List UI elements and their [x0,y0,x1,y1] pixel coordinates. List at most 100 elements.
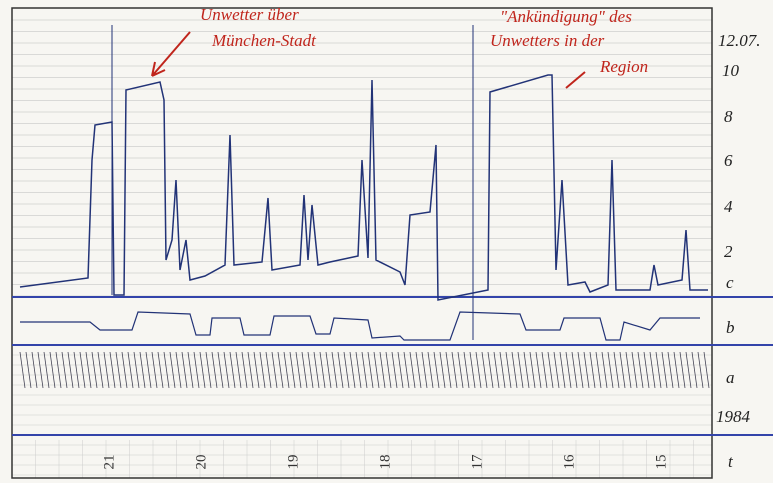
annotation-arrow [151,31,191,77]
hour-label: 21 [101,455,117,470]
trace-a-stroke [493,351,500,389]
channel-label: b [726,318,735,337]
trace-a-stroke [403,351,410,389]
trace-a-stroke [661,351,668,389]
trace-a-stroke [283,351,290,389]
trace-a-stroke [553,351,560,389]
trace-a-stroke [145,351,152,389]
trace-a-stroke [379,351,386,389]
trace-a-stroke [265,351,272,389]
scale-label: 10 [722,61,740,80]
trace-a-stroke [97,351,104,389]
trace-a-stroke [247,351,254,389]
trace-a-stroke [427,351,434,389]
trace-a-stroke [175,351,182,389]
trace-a-stroke [421,351,428,389]
trace-a-stroke [697,351,704,389]
trace-a-stroke [649,351,656,389]
trace-a-stroke [583,351,590,389]
trace-a-stroke [457,351,464,389]
hour-label: 20 [193,455,209,470]
scale-label: 6 [724,151,733,170]
trace-a-stroke [433,351,440,389]
trace-a-stroke [91,351,98,389]
trace-a-stroke [499,351,506,389]
channel-label: a [726,368,735,387]
year-label: 1984 [716,407,751,426]
trace-a [19,351,710,389]
trace-a-stroke [673,351,680,389]
trace-a-stroke [703,351,710,389]
trace-a-stroke [529,351,536,389]
trace-a-stroke [607,351,614,389]
trace-a-stroke [355,351,362,389]
annotation: Unwetters in der [490,31,605,50]
trace-a-stroke [505,351,512,389]
trace-a-stroke [463,351,470,389]
trace-a-stroke [271,351,278,389]
trace-a-stroke [187,351,194,389]
trace-a-stroke [211,351,218,389]
trace-a-stroke [151,351,158,389]
trace-a-stroke [631,351,638,389]
trace-a-stroke [523,351,530,389]
trace-a-stroke [235,351,242,389]
trace-a-stroke [445,351,452,389]
trace-a-stroke [667,351,674,389]
trace-a-stroke [181,351,188,389]
trace-a-stroke [565,351,572,389]
trace-a-stroke [313,351,320,389]
date-label: 12.07. [718,31,761,50]
trace-a-stroke [103,351,110,389]
trace-a-stroke [31,351,38,389]
trace-a-stroke [139,351,146,389]
trace-a-stroke [163,351,170,389]
time-axis-label: t [728,452,734,471]
annotation: München-Stadt [211,31,317,50]
trace-a-stroke [409,351,416,389]
scale-label: 8 [724,107,733,126]
trace-a-stroke [19,351,26,389]
trace-a-stroke [571,351,578,389]
trace-a-stroke [487,351,494,389]
trace-a-stroke [301,351,308,389]
trace-a-stroke [385,351,392,389]
trace-a-stroke [415,351,422,389]
trace-a-stroke [481,351,488,389]
trace-a-stroke [259,351,266,389]
trace-a-stroke [277,351,284,389]
trace-a-stroke [613,351,620,389]
trace-a-stroke [577,351,584,389]
trace-a-stroke [637,351,644,389]
trace-a-stroke [43,351,50,389]
trace-b [20,311,700,341]
trace-a-stroke [679,351,686,389]
trace-a-stroke [589,351,596,389]
trace-a-stroke [157,351,164,389]
trace-a-stroke [361,351,368,389]
trace-a-stroke [229,351,236,389]
hour-label: 17 [469,454,485,470]
trace-a-stroke [511,351,518,389]
trace-a-stroke [535,351,542,389]
trace-a-stroke [223,351,230,389]
trace-a-stroke [49,351,56,389]
trace-c [19,74,708,301]
scale-label: 4 [724,197,733,216]
trace-a-stroke [253,351,260,389]
trace-a-stroke [685,351,692,389]
trace-a-stroke [337,351,344,389]
trace-a-stroke [541,351,548,389]
trace-a-stroke [475,351,482,389]
trace-a-stroke [169,351,176,389]
trace-a-stroke [331,351,338,389]
channel-label: c [726,273,734,292]
trace-a-stroke [193,351,200,389]
trace-a-stroke [451,351,458,389]
trace-a-stroke [595,351,602,389]
trace-a-stroke [367,351,374,389]
trace-a-stroke [109,351,116,389]
trace-a-stroke [391,351,398,389]
trace-a-stroke [115,351,122,389]
